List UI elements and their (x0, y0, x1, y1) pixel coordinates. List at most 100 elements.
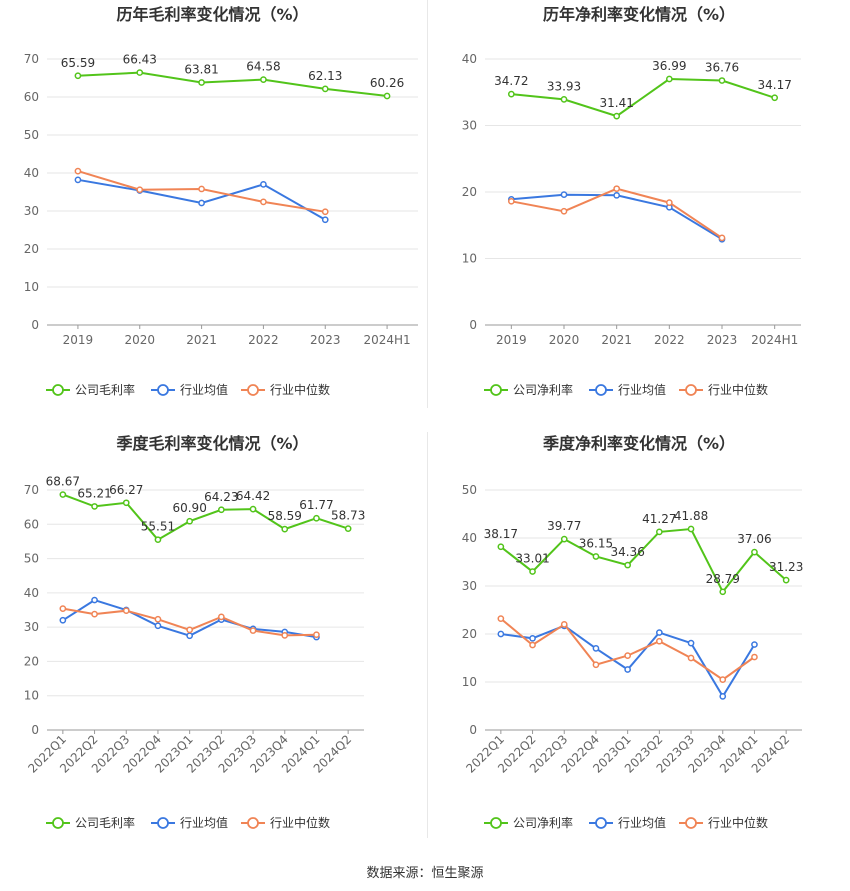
legend-marker-company (490, 817, 502, 829)
y-tick-label: 30 (462, 579, 477, 593)
data-point-industry_median (665, 199, 673, 206)
x-tick-label: 2024H1 (363, 333, 410, 347)
data-point-industry_median (718, 234, 726, 242)
x-tick-label: 2023 (707, 333, 738, 347)
y-tick-label: 0 (469, 723, 477, 737)
data-point-company (154, 536, 162, 544)
data-source-note: 数据来源：恒生聚源 (366, 866, 484, 881)
legend-label: 公司毛利率 (75, 382, 135, 397)
chart-annual-gross-margin-svg: 历年毛利率变化情况（%） 0 10 20 30 40 50 60 70 2019 2020 2021 2… (24, 5, 418, 397)
data-label: 38.17 (484, 527, 518, 541)
data-point-industry_avg (91, 596, 98, 604)
data-point-company (91, 503, 98, 510)
legend-label: 行业中位数 (270, 382, 330, 397)
legend-marker-industry_avg (157, 817, 169, 829)
data-point-industry_avg (198, 199, 205, 207)
legend-marker-company (52, 384, 64, 396)
data-point-industry_median (91, 610, 98, 618)
data-point-industry_median (687, 654, 695, 662)
y-tick-label: 30 (24, 204, 39, 218)
data-point-industry_avg (613, 191, 621, 199)
data-point-company (529, 568, 536, 575)
series-line-company (500, 527, 787, 594)
y-tick-label: 50 (462, 483, 477, 497)
series-line-company (62, 493, 349, 541)
legend-label: 行业均值 (180, 815, 228, 830)
data-point-company (751, 548, 758, 556)
data-point-company (218, 506, 225, 514)
legend-marker-industry_median (247, 384, 259, 396)
data-point-industry_median (507, 197, 515, 205)
y-tick-label: 30 (24, 620, 39, 634)
data-point-industry_median (656, 637, 663, 645)
legend-label: 行业中位数 (708, 382, 768, 397)
chart-title: 季度净利率变化情况（%） (542, 434, 735, 453)
y-tick-label: 20 (24, 654, 39, 668)
data-point-company (59, 491, 67, 498)
data-point-industry_avg (529, 634, 536, 642)
data-point-industry_median (560, 207, 568, 215)
data-point-industry_median (186, 626, 193, 634)
series-line-company (511, 77, 776, 118)
x-tick-label: 2020 (124, 333, 155, 347)
legend-marker-industry_median (247, 817, 259, 829)
y-tick-label: 40 (24, 586, 39, 600)
data-point-industry_median (497, 615, 505, 622)
y-tick-label: 50 (24, 128, 39, 142)
data-point-company (497, 543, 505, 551)
chart-quarterly-net-margin: 季度净利率变化情况（%） 0 10 20 30 40 50 2022Q1 2022Q2 2022Q… (428, 428, 850, 848)
data-point-industry_median (154, 615, 162, 623)
data-label: 68.67 (46, 475, 80, 489)
data-point-company (344, 525, 352, 532)
data-label: 31.41 (599, 96, 633, 110)
data-label: 58.59 (268, 509, 302, 523)
data-point-industry_avg (719, 693, 727, 700)
legend-label: 行业中位数 (270, 815, 330, 830)
data-point-company (613, 112, 621, 120)
data-point-company (560, 96, 568, 103)
chart-annual-net-margin-svg: 历年净利率变化情况（%） 0 10 20 30 40 2019 2020 2021 2022 202… (462, 5, 801, 397)
data-label: 31.23 (769, 560, 803, 574)
data-label: 60.26 (370, 76, 404, 90)
data-point-industry_median (74, 167, 82, 175)
y-tick-label: 40 (462, 52, 477, 66)
data-point-company (687, 525, 695, 533)
data-point-industry_avg (624, 666, 631, 673)
x-tick-label: 2020 (549, 333, 580, 347)
legend-label: 行业均值 (618, 815, 666, 830)
x-tick-label: 2019 (496, 333, 527, 347)
data-label: 55.51 (141, 520, 175, 534)
data-point-company (281, 525, 289, 533)
data-label: 28.79 (706, 572, 740, 586)
data-point-industry_avg (59, 616, 67, 624)
data-point-industry_avg (186, 632, 193, 640)
y-tick-label: 40 (462, 531, 477, 545)
legend-marker-industry_median (685, 384, 697, 396)
data-point-company (260, 76, 267, 83)
data-point-industry_median (59, 605, 67, 612)
data-point-company (665, 75, 673, 83)
data-point-industry_median (122, 607, 130, 615)
data-label: 36.76 (705, 61, 739, 75)
data-label: 62.13 (308, 69, 342, 83)
panel-divider-top (427, 0, 428, 408)
data-point-industry_median (719, 676, 727, 683)
data-point-company (122, 499, 130, 507)
data-point-industry_median (136, 186, 144, 194)
data-point-industry_avg (321, 216, 329, 224)
chart-quarterly-gross-margin-svg: 季度毛利率变化情况（%）0102030405060702022Q12022Q22… (24, 434, 366, 830)
y-tick-label: 10 (24, 689, 39, 703)
y-tick-label: 60 (24, 517, 39, 531)
series-line-company (77, 71, 388, 97)
x-tick-label: 2021 (186, 333, 217, 347)
data-point-company (74, 72, 82, 80)
legend-label: 行业均值 (618, 382, 666, 397)
y-tick-label: 0 (469, 318, 477, 332)
data-point-company (718, 77, 726, 84)
data-label: 64.42 (236, 489, 270, 503)
x-tick-label: 2019 (63, 333, 94, 347)
y-tick-label: 60 (24, 90, 39, 104)
chart-title: 历年净利率变化情况（%） (543, 5, 735, 24)
legend-label: 行业中位数 (708, 815, 768, 830)
legend-marker-industry_avg (595, 817, 607, 829)
